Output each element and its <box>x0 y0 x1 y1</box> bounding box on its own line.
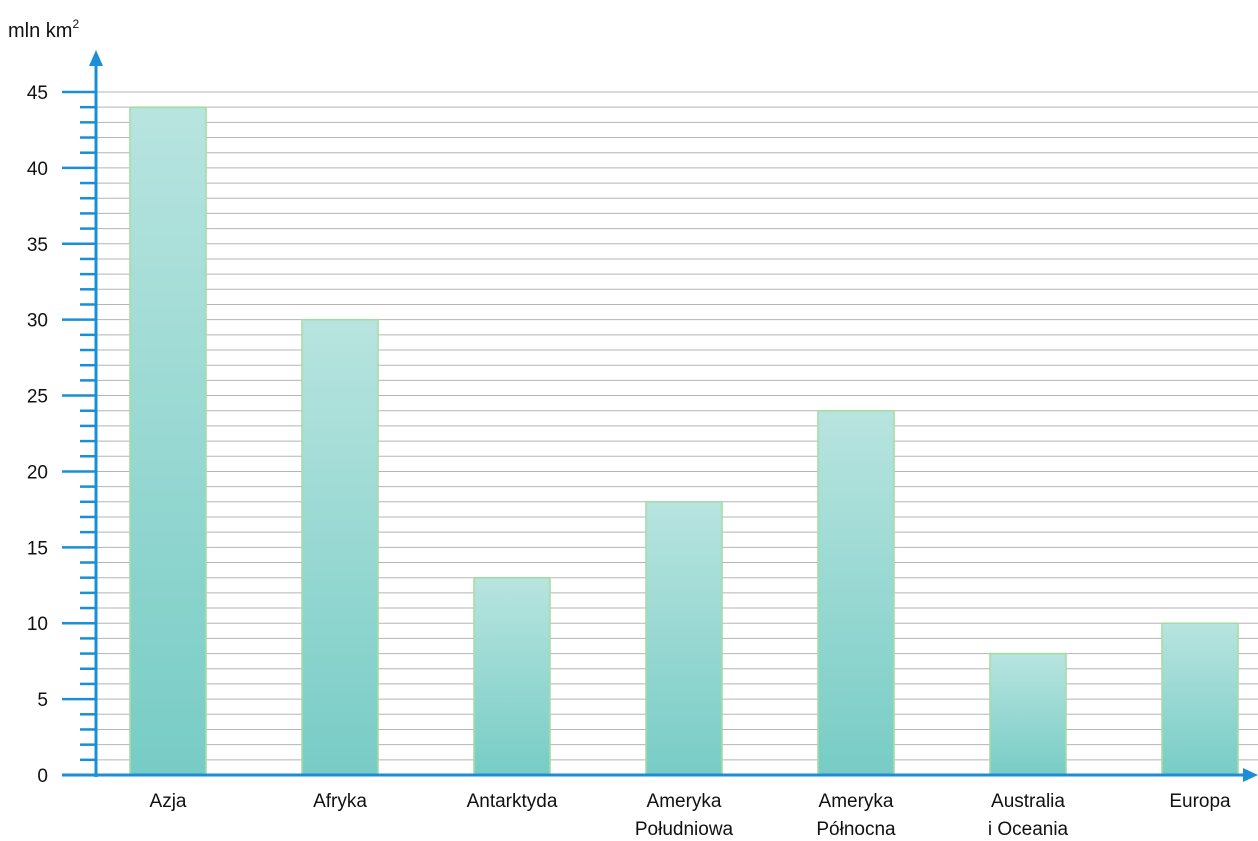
bar <box>989 652 1067 776</box>
y-axis-unit-label: mln km2 <box>8 17 79 42</box>
category-label: Europa <box>1169 791 1231 812</box>
y-tick-label: 15 <box>27 538 48 559</box>
category-label: Południowa <box>635 819 734 840</box>
axes <box>62 50 1258 782</box>
x-axis-arrow <box>1243 768 1258 782</box>
category-label: Ameryka <box>819 791 894 812</box>
y-tick-label: 30 <box>27 311 48 332</box>
bars <box>129 106 1239 776</box>
bar <box>645 501 723 776</box>
y-tick-label: 45 <box>27 83 48 104</box>
bar <box>1161 622 1239 776</box>
y-axis-arrow <box>89 50 103 66</box>
y-tick-label: 5 <box>37 690 48 711</box>
y-tick-label: 10 <box>27 614 48 635</box>
y-axis-unit-superscript: 2 <box>72 17 79 31</box>
category-label: Północna <box>816 819 896 840</box>
bar <box>129 106 207 776</box>
category-label: Afryka <box>313 791 367 812</box>
y-tick-label: 25 <box>27 387 48 408</box>
y-tick-label: 40 <box>27 159 48 180</box>
y-tick-label: 35 <box>27 235 48 256</box>
category-label: Ameryka <box>647 791 722 812</box>
category-label: Azja <box>150 791 187 812</box>
bar <box>301 318 379 776</box>
y-tick-label: 20 <box>27 462 48 483</box>
bar <box>817 409 895 776</box>
y-tick-label: 0 <box>37 766 48 787</box>
category-label: Antarktyda <box>467 791 558 812</box>
category-label: i Oceania <box>988 819 1069 840</box>
bar <box>473 576 551 776</box>
labels: Azja Afryka Antarktyda Ameryka Południowa Ame… <box>8 17 1231 840</box>
category-label: Australia <box>991 791 1065 812</box>
